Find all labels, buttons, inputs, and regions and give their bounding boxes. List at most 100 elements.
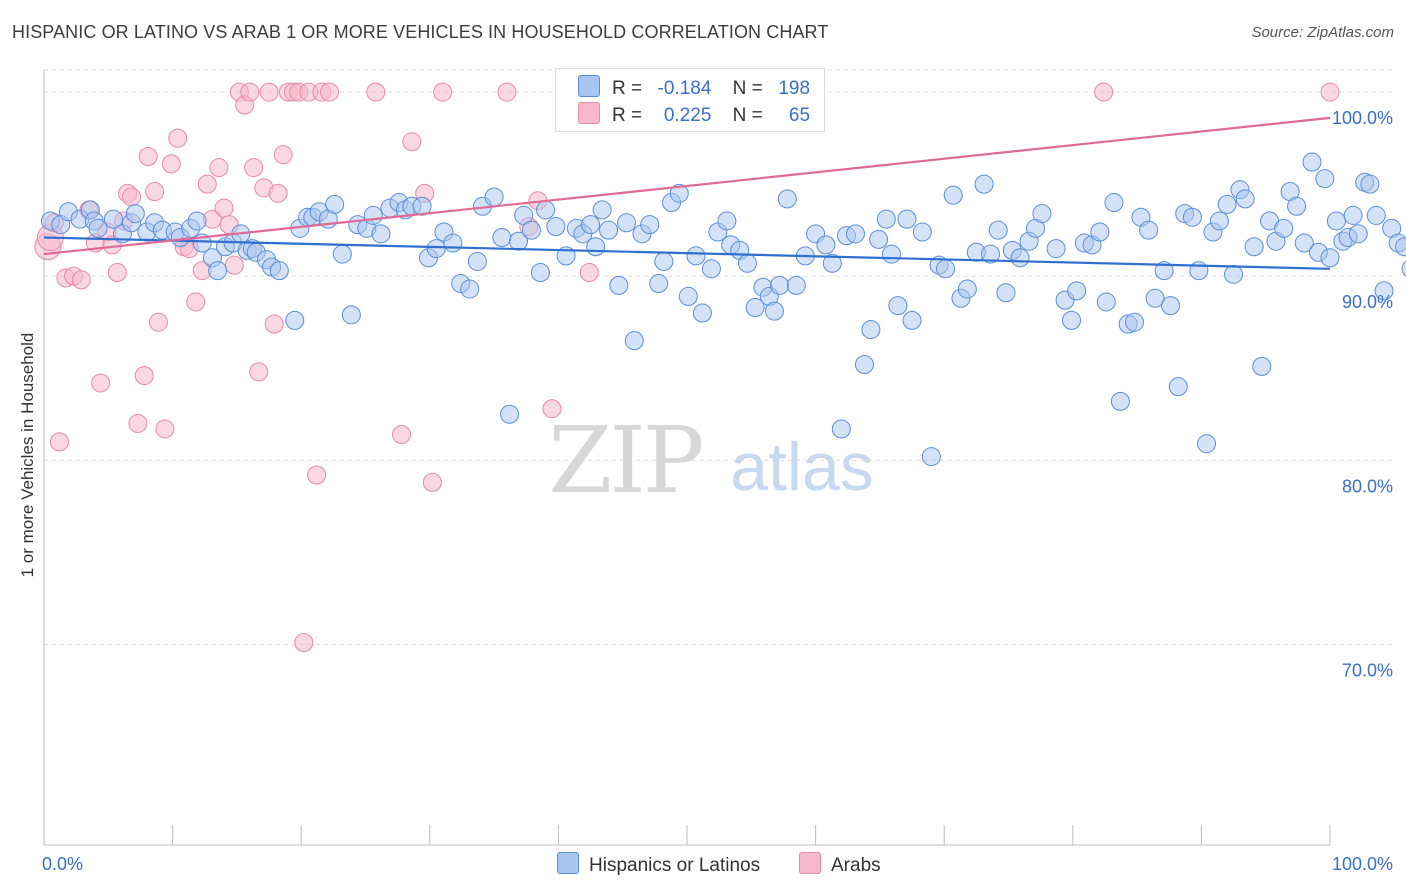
x-tick-label: 100.0% [1332, 854, 1393, 874]
arabs-point [433, 82, 453, 102]
hispanics-point [845, 224, 865, 244]
arabs-point [209, 158, 229, 178]
hispanics-point [1315, 169, 1335, 189]
arabs-point [542, 399, 562, 419]
arabs-point [49, 432, 69, 452]
hispanics-point [1139, 220, 1159, 240]
hispanics-point [536, 200, 556, 220]
arabs-point [121, 187, 141, 207]
hispanics-point [869, 229, 889, 249]
bottom-legend-arabs: Arabs [799, 852, 881, 877]
hispanics-point [500, 404, 520, 424]
arabs-point [579, 262, 599, 282]
hispanics-point [332, 244, 352, 264]
arabs-point [307, 465, 327, 485]
hispanics-point [1209, 211, 1229, 231]
hispanics-point [125, 204, 145, 224]
hispanics-point [988, 220, 1008, 240]
hispanics-point [943, 185, 963, 205]
arabs-point [134, 366, 154, 386]
arabs-point [186, 292, 206, 312]
hispanics-point [717, 211, 737, 231]
hispanics-point [1244, 237, 1264, 257]
watermark-zip: ZIP [548, 407, 701, 514]
arabs-trendline [43, 116, 1331, 256]
arabs-point [244, 158, 264, 178]
hispanics-point [640, 215, 660, 235]
hispanics-point [1401, 260, 1406, 277]
hispanics-point [1189, 261, 1209, 281]
hispanics-point [1274, 218, 1294, 238]
hispanics-point [1366, 205, 1386, 225]
hispanics-point [325, 194, 345, 214]
hispanics-point [897, 209, 917, 229]
arabs-point [224, 255, 244, 275]
arabs-point [161, 154, 181, 174]
hispanics-point [208, 261, 228, 281]
hispanics-point [996, 283, 1016, 303]
x-tick-label: 0.0% [42, 854, 83, 874]
hispanics-point [902, 310, 922, 330]
hispanics-point [957, 279, 977, 299]
hispanics-point [1090, 222, 1110, 242]
hispanics-point [443, 233, 463, 253]
legend-swatch-blue [578, 75, 600, 97]
arabs-point [145, 181, 165, 201]
source-label: Source: ZipAtlas.com [1251, 24, 1394, 41]
tick-labels: 100.0% 90.0% 80.0% 70.0% 0.0% 100.0% [42, 108, 1393, 874]
legend-r-label: R = [612, 78, 643, 99]
hispanics-point [1104, 193, 1124, 213]
hispanics-point [1374, 281, 1394, 301]
legend-r-value: 0.225 [663, 105, 712, 126]
hispanics-point [1326, 211, 1346, 231]
arabs-point [392, 424, 412, 444]
hispanics-point [269, 261, 289, 281]
hispanics-point [363, 205, 383, 225]
hispanics-point [521, 220, 541, 240]
hispanics-point [822, 253, 842, 273]
hispanics-point [935, 259, 955, 279]
hispanics-point [737, 253, 757, 273]
arabs-point [264, 314, 284, 334]
arabs-point [107, 262, 127, 282]
hispanics-point [1343, 205, 1363, 225]
hispanics-point [1302, 152, 1322, 172]
y-tick-label: 90.0% [1342, 292, 1393, 312]
arabs-point [214, 198, 234, 218]
arabs-point [155, 419, 175, 439]
hispanics-point [484, 187, 504, 207]
legend-n-label: N = [732, 105, 763, 126]
arabs-point [497, 82, 517, 102]
hispanics-point [1294, 233, 1314, 253]
arabs-point [197, 174, 217, 194]
axes [43, 70, 1331, 846]
hispanics-point [745, 297, 765, 317]
hispanics-point [1154, 261, 1174, 281]
hispanics-point [1110, 391, 1130, 411]
hispanics-point [1224, 264, 1244, 284]
arabs-point [91, 373, 111, 393]
arabs-point [240, 82, 260, 102]
legend-r-label: R = [612, 105, 643, 126]
hispanics-point [1032, 204, 1052, 224]
hispanics-point [509, 231, 529, 251]
hispanics-point [692, 303, 712, 323]
hispanics-point [1062, 310, 1082, 330]
hispanics-point [1287, 196, 1307, 216]
hispanics-point [546, 216, 566, 236]
legend-r-value: -0.184 [657, 78, 712, 99]
hispanics-point [581, 215, 601, 235]
hispanics-point [1125, 312, 1145, 332]
hispanics-point [187, 211, 207, 231]
watermark-atlas: atlas [730, 429, 874, 505]
hispanics-trendline [43, 236, 1331, 270]
hispanics-point [1217, 194, 1237, 214]
arabs-point [268, 183, 288, 203]
hispanics-point [1320, 248, 1340, 268]
legend-n-value: 198 [778, 78, 811, 99]
arabs-point [294, 633, 314, 653]
legend-n-value: 65 [788, 105, 811, 126]
y-tick-label: 80.0% [1342, 476, 1393, 496]
hispanics-point [921, 447, 941, 467]
y-tick-label: 100.0% [1332, 108, 1393, 128]
